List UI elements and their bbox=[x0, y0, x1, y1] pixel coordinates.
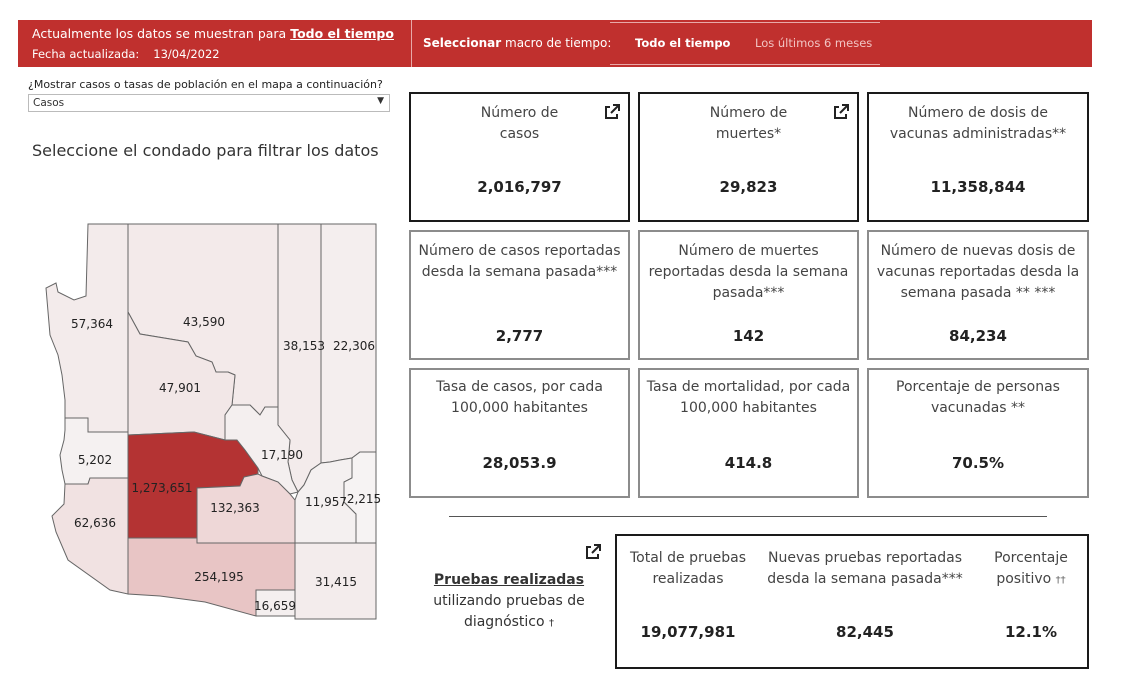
kpi-card-deaths: Número de muertes* 29,823 bbox=[638, 92, 859, 222]
kpi-title: Porcentaje de personas vacunadas ** bbox=[896, 379, 1060, 416]
county-value-graham: 11,957 bbox=[305, 495, 347, 509]
county-value-navajo: 38,153 bbox=[283, 339, 325, 353]
time-selector-label: Seleccionar macro de tiempo: bbox=[423, 36, 611, 50]
time-filter-header: Actualmente los datos se muestran para T… bbox=[18, 20, 1092, 67]
tests-positive-title: Porcentaje positivo †† bbox=[981, 548, 1081, 591]
county-value-yuma: 62,636 bbox=[74, 516, 116, 530]
kpi-value: 28,053.9 bbox=[482, 454, 557, 472]
kpi-value: 414.8 bbox=[724, 454, 773, 472]
kpi-title: Número de dosis de vacunas administradas… bbox=[889, 105, 1067, 142]
kpi-value: 29,823 bbox=[719, 178, 778, 196]
kpi-title: Número de muertes reportadas desda la se… bbox=[648, 243, 849, 301]
updated-date-text: Fecha actualizada: 13/04/2022 bbox=[32, 47, 220, 61]
tests-positive-value: 12.1% bbox=[1004, 623, 1058, 641]
tests-summary-box: Total de pruebas realizadas 19,077,981 N… bbox=[615, 534, 1089, 669]
county-value-mohave: 57,364 bbox=[71, 317, 113, 331]
tests-total-title: Total de pruebas realizadas bbox=[630, 550, 746, 587]
tests-link[interactable]: Pruebas realizadas bbox=[433, 572, 585, 588]
tests-positive-mark: †† bbox=[1055, 575, 1066, 586]
county-cochise[interactable] bbox=[294, 542, 377, 620]
county-value-maricopa: 1,273,651 bbox=[131, 481, 192, 495]
kpi-value: 84,234 bbox=[949, 327, 1007, 345]
period-prefix: Actualmente los datos se muestran para bbox=[32, 26, 291, 41]
tests-dagger: † bbox=[549, 618, 555, 629]
select-label-rest: macro de tiempo: bbox=[501, 36, 612, 50]
kpi-card-new-doses: Número de nuevas dosis de vacunas report… bbox=[867, 230, 1089, 360]
option-last-6-months[interactable]: Los últimos 6 meses bbox=[755, 36, 873, 50]
tests-positive-label: Porcentaje positivo bbox=[994, 550, 1068, 587]
section-divider bbox=[449, 516, 1047, 517]
data-period-text: Actualmente los datos se muestran para T… bbox=[32, 26, 394, 41]
county-value-santa-cruz: 16,659 bbox=[254, 599, 296, 613]
dropdown-arrow-icon: ▼ bbox=[377, 96, 384, 106]
kpi-value: 2,777 bbox=[495, 327, 544, 345]
county-value-greenlee: 2,215 bbox=[347, 492, 381, 506]
kpi-title: Número de casos bbox=[480, 105, 559, 142]
county-value-pima: 254,195 bbox=[194, 570, 244, 584]
county-value-la-paz: 5,202 bbox=[78, 453, 112, 467]
kpi-value: 142 bbox=[732, 327, 765, 345]
county-value-cochise: 31,415 bbox=[315, 575, 357, 589]
kpi-title: Número de muertes* bbox=[709, 105, 788, 142]
map-mode-label: ¿Mostrar casos o tasas de población en e… bbox=[28, 78, 383, 91]
kpi-value: 11,358,844 bbox=[930, 178, 1026, 196]
map-mode-dropdown[interactable]: Casos ▼ bbox=[28, 94, 390, 112]
period-value: Todo el tiempo bbox=[290, 26, 394, 41]
tests-total-value: 19,077,981 bbox=[640, 623, 736, 641]
kpi-card-cases: Número de casos 2,016,797 bbox=[409, 92, 630, 222]
county-greenlee[interactable] bbox=[343, 451, 377, 544]
external-link-icon[interactable] bbox=[833, 104, 849, 120]
kpi-value: 2,016,797 bbox=[477, 178, 562, 196]
county-value-yavapai: 47,901 bbox=[159, 381, 201, 395]
kpi-title: Número de casos reportadas desda la sema… bbox=[418, 243, 621, 280]
map-mode-value: Casos bbox=[33, 97, 65, 109]
kpi-card-vaccinated-pct: Porcentaje de personas vacunadas ** 70.5… bbox=[867, 368, 1089, 498]
kpi-card-case-rate: Tasa de casos, por cada 100,000 habitant… bbox=[409, 368, 630, 498]
time-segment-control bbox=[610, 22, 880, 65]
header-divider bbox=[411, 20, 412, 67]
updated-date: 13/04/2022 bbox=[153, 47, 220, 61]
county-value-gila: 17,190 bbox=[261, 448, 303, 462]
kpi-card-new-cases: Número de casos reportadas desda la sema… bbox=[409, 230, 630, 360]
tests-new-value: 82,445 bbox=[836, 623, 894, 641]
kpi-title: Número de nuevas dosis de vacunas report… bbox=[876, 243, 1080, 301]
kpi-card-vaccine-doses: Número de dosis de vacunas administradas… bbox=[867, 92, 1089, 222]
external-link-icon[interactable] bbox=[604, 104, 620, 120]
county-value-coconino: 43,590 bbox=[183, 315, 225, 329]
kpi-card-new-deaths: Número de muertes reportadas desda la se… bbox=[638, 230, 859, 360]
tests-description: utilizando pruebas de diagnóstico bbox=[433, 593, 585, 630]
tests-label: Pruebas realizadas utilizando pruebas de… bbox=[416, 570, 602, 634]
kpi-title: Tasa de mortalidad, por cada 100,000 hab… bbox=[646, 379, 851, 416]
county-yuma[interactable] bbox=[51, 477, 129, 595]
tests-new-title: Nuevas pruebas reportadas desda la seman… bbox=[767, 550, 963, 587]
county-filter-title: Seleccione el condado para filtrar los d… bbox=[32, 141, 379, 160]
kpi-value: 70.5% bbox=[951, 454, 1005, 472]
kpi-card-mortality-rate: Tasa de mortalidad, por cada 100,000 hab… bbox=[638, 368, 859, 498]
arizona-county-map: 57,364 43,590 38,153 22,306 47,901 5,202… bbox=[45, 223, 381, 620]
kpi-title: Tasa de casos, por cada 100,000 habitant… bbox=[436, 379, 603, 416]
option-all-time[interactable]: Todo el tiempo bbox=[635, 36, 731, 50]
external-link-icon[interactable] bbox=[585, 544, 601, 560]
county-value-pinal: 132,363 bbox=[210, 501, 260, 515]
select-label-bold: Seleccionar bbox=[423, 36, 502, 50]
county-value-apache: 22,306 bbox=[333, 339, 375, 353]
updated-label: Fecha actualizada: bbox=[32, 47, 140, 61]
